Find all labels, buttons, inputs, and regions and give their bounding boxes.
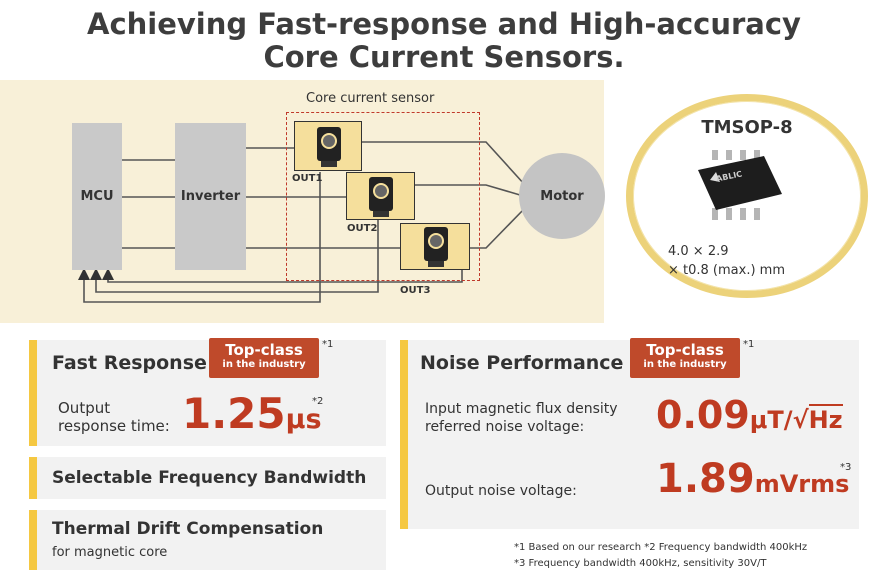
package-dims-line1: 4.0 × 2.9 [668, 244, 729, 259]
panel-accent-bar [29, 340, 37, 446]
thermal-feature-sub: for magnetic core [52, 545, 168, 560]
sensor-out2 [346, 172, 415, 220]
badge-line1: Top-class [225, 341, 303, 359]
footnote-2: *3 Frequency bandwidth 400kHz, sensitivi… [514, 558, 767, 569]
panel-accent-bar [29, 510, 37, 570]
badge-line2: in the industry [643, 359, 727, 370]
fast-response-heading: Fast Response [52, 352, 207, 374]
output-noise-number: 1.89 [656, 456, 755, 502]
flux-noise-value: 0.09μT/√Hz [656, 392, 843, 443]
package-name: TMSOP-8 [701, 117, 793, 138]
output-noise-label: Output noise voltage: [425, 483, 577, 499]
response-label-line2: response time: [58, 417, 170, 435]
output-noise-unit: mVrms [754, 470, 850, 498]
page-title-line2: Core Current Sensors. [263, 40, 625, 74]
panel-accent-bar [400, 340, 408, 529]
bandwidth-panel [29, 457, 386, 499]
thermal-panel [29, 510, 386, 570]
thermal-feature: Thermal Drift Compensation [52, 519, 324, 539]
sensor-group-outline [286, 112, 480, 281]
fast-response-panel [29, 340, 386, 446]
bandwidth-feature: Selectable Frequency Bandwidth [52, 468, 367, 488]
response-value: 1.25μs [182, 390, 322, 444]
sensor-out1 [294, 121, 362, 171]
core-sensor-icon [369, 177, 393, 217]
flux-noise-unit-hz: Hz [808, 404, 843, 434]
core-sensor-icon [424, 227, 448, 267]
output-noise-note: *3 [840, 462, 852, 473]
diagram-wiring [78, 141, 526, 303]
badge-line2: in the industry [222, 359, 306, 370]
flux-noise-label-line1: Input magnetic flux density [425, 401, 618, 417]
response-label-line1: Output [58, 399, 111, 417]
response-unit: μs [285, 404, 322, 435]
flux-noise-label-line2: referred noise voltage: [425, 419, 585, 435]
output-noise-value: 1.89mVrms [656, 455, 849, 508]
page-title-line1: Achieving Fast-response and High-accurac… [87, 7, 801, 41]
core-sensor-icon [317, 127, 341, 167]
flux-noise-number: 0.09 [656, 393, 750, 437]
inverter-block: Inverter [175, 123, 246, 270]
out3-label: OUT3 [400, 285, 431, 296]
response-note: *2 [312, 396, 324, 407]
top-class-badge: Top-class in the industry [209, 338, 319, 378]
out1-label: OUT1 [292, 173, 323, 184]
response-number: 1.25 [182, 389, 286, 438]
out2-label: OUT2 [347, 223, 378, 234]
noise-panel [400, 340, 859, 529]
footnote-1: *1 Based on our research *2 Frequency ba… [514, 542, 808, 553]
flux-noise-label: Input magnetic flux density referred noi… [425, 400, 618, 436]
noise-heading: Noise Performance [420, 352, 624, 374]
mcu-block: MCU [72, 123, 122, 270]
flux-noise-unit: μT/ [749, 406, 793, 434]
motor-block: Motor [519, 153, 605, 239]
sensor-out3 [400, 223, 470, 270]
top-class-badge: Top-class in the industry [630, 338, 740, 378]
badge-note: *1 [322, 339, 334, 350]
package-dims-line2: × t0.8 (max.) mm [668, 263, 785, 278]
badge-line1: Top-class [646, 341, 724, 359]
chip-icon [698, 150, 782, 220]
panel-accent-bar [29, 457, 37, 499]
response-label: Output response time: [58, 399, 170, 435]
sqrt-icon: √ [792, 406, 809, 434]
sensor-group-label: Core current sensor [306, 91, 435, 106]
badge-note: *1 [743, 339, 755, 350]
